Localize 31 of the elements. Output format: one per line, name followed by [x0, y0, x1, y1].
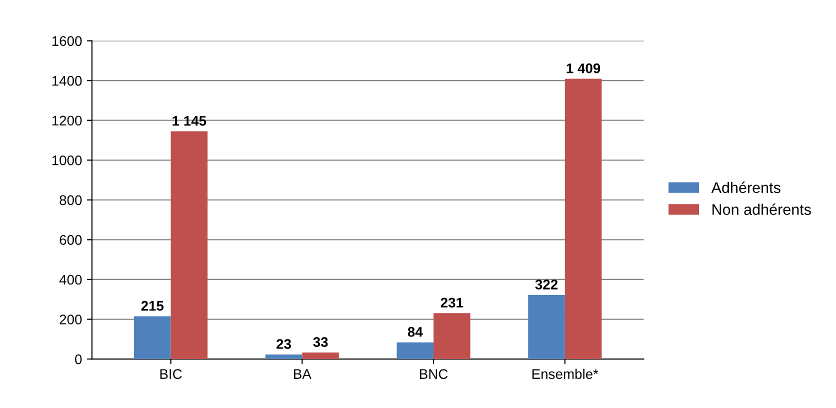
data-label: 1 145 [172, 116, 206, 126]
y-tick-label: 800 [60, 195, 82, 206]
data-label: 322 [535, 280, 558, 290]
y-tick-label: 400 [59, 274, 82, 285]
data-label: 1 409 [566, 63, 600, 74]
bar [302, 352, 339, 360]
data-label: 33 [313, 337, 328, 347]
y-tick-label: 600 [60, 235, 82, 245]
x-tick-label: Ensemble* [532, 368, 598, 379]
x-tick-label: BNC [420, 369, 448, 379]
legend-label: Non adhérents [712, 204, 811, 215]
data-label: 84 [408, 326, 423, 337]
y-tick-label: 1400 [52, 76, 82, 86]
x-tick-label: BIC [160, 369, 182, 379]
bar [134, 316, 171, 360]
y-tick-label: 200 [60, 314, 82, 324]
data-label: 231 [440, 298, 464, 308]
y-tick-label: 1600 [52, 36, 82, 46]
bar [528, 294, 565, 360]
bar [564, 78, 602, 360]
data-label: 23 [276, 339, 291, 349]
x-tick-label: BA [294, 369, 312, 379]
legend-label: Adhérents [711, 182, 780, 194]
bar [396, 342, 434, 360]
y-tick-label: 0 [75, 354, 82, 364]
data-label: 215 [141, 300, 164, 311]
y-tick-label: 1000 [52, 155, 82, 166]
bar [265, 354, 302, 360]
bar [170, 131, 208, 360]
y-tick-label: 1200 [52, 116, 82, 126]
bar [434, 313, 470, 360]
